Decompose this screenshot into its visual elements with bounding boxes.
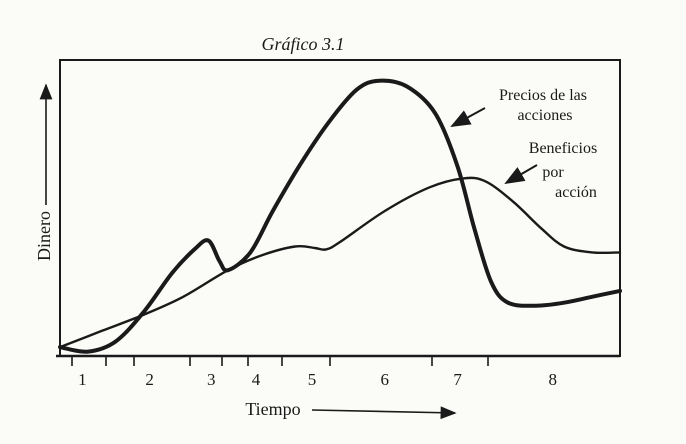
x-axis-arrow [311, 406, 457, 420]
annotation-line: acciones [517, 107, 572, 124]
x-axis-ticks [71, 356, 489, 366]
chart-title: Gráfico 3.1 [262, 34, 345, 54]
x-period-label: 5 [308, 370, 317, 389]
annotation-beneficios: Beneficios por acción [529, 140, 601, 201]
y-axis-label: Dinero [34, 211, 54, 261]
annotation-line: Precios de las [499, 87, 587, 104]
series-layer [58, 78, 622, 354]
annotation-precios: Precios de las acciones [499, 87, 591, 124]
x-period-label: 3 [207, 370, 216, 389]
x-period-label: 4 [252, 370, 261, 389]
x-axis-label: Tiempo [245, 399, 300, 419]
x-period-label: 7 [453, 370, 462, 389]
series-line-beneficios [58, 176, 622, 349]
annotation-arrow-precios [450, 107, 486, 127]
annotation-line: acción [555, 184, 597, 201]
x-period-label: 2 [145, 370, 154, 389]
x-period-labels: 1 2 3 4 5 6 7 8 [78, 370, 557, 389]
x-period-label: 6 [381, 370, 390, 389]
annotation-line: Beneficios [529, 140, 597, 157]
annotation-arrow-beneficios [504, 164, 538, 185]
x-period-label: 8 [549, 370, 558, 389]
series-line-precios [58, 78, 622, 354]
annotation-line: por [542, 164, 564, 181]
x-period-label: 1 [78, 370, 87, 389]
